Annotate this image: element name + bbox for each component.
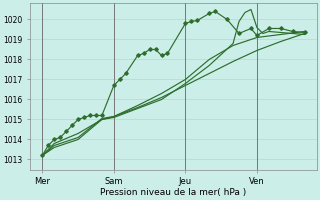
X-axis label: Pression niveau de la mer( hPa ): Pression niveau de la mer( hPa ) — [100, 188, 247, 197]
